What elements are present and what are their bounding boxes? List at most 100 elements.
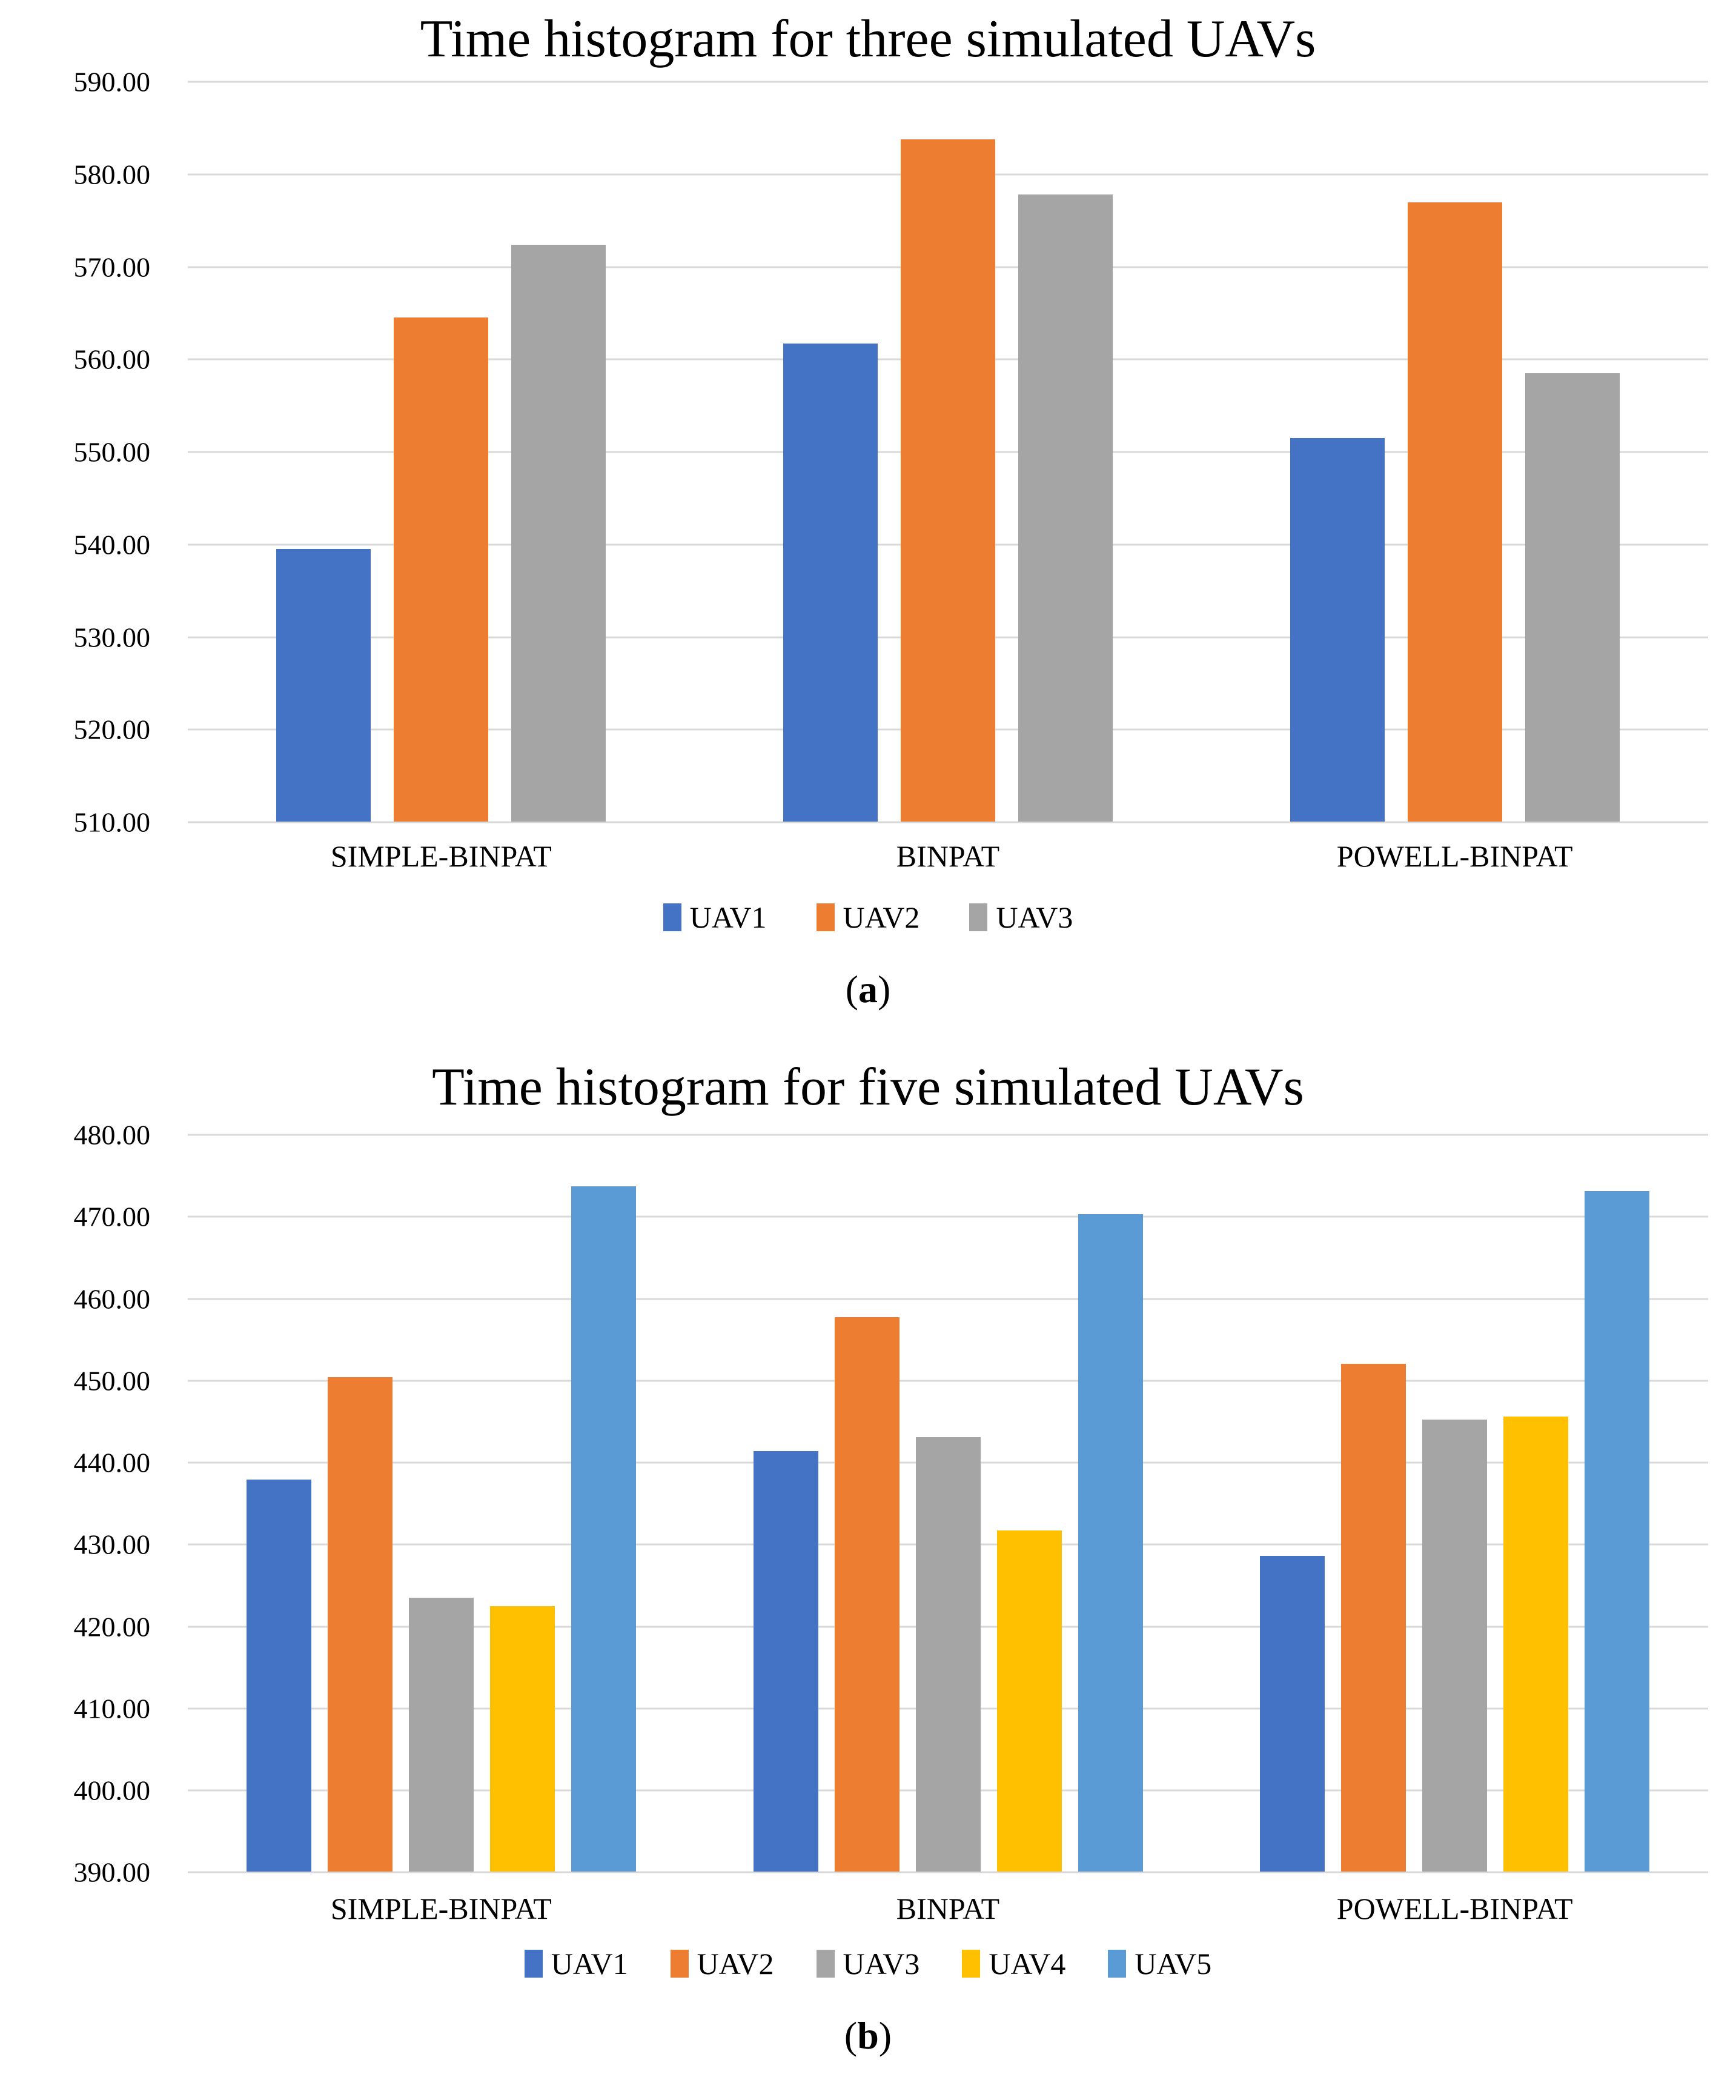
bar-group-binpat [695,82,1202,822]
y-tick-label: 390.00 [73,1856,151,1888]
bar-uav2-simple-binpat [327,1377,393,1872]
bar-group-powell-binpat [1201,1135,1708,1872]
legend-swatch-uav5 [1108,1950,1127,1978]
category-label-simple-binpat: SIMPLE-BINPAT [330,839,552,874]
legend-item-uav5: UAV5 [1108,1946,1211,1981]
legend-label-uav5: UAV5 [1135,1947,1212,1981]
y-tick-label: 430.00 [73,1529,151,1560]
bar-uav1-powell-binpat [1260,1555,1325,1872]
legend-item-uav3: UAV3 [969,900,1073,935]
y-tick-label: 450.00 [73,1365,151,1397]
bar-uav2-simple-binpat [394,317,489,822]
bar-uav4-powell-binpat [1503,1416,1569,1872]
bar-uav3-powell-binpat [1422,1420,1488,1872]
bar-group-simple-binpat [188,1135,695,1872]
y-tick-label: 590.00 [73,66,151,98]
bar-uav3-binpat [1018,194,1113,822]
figure-a-label: (a) [0,966,1736,1013]
chart-b-title: Time histogram for five simulated UAVs [432,1057,1304,1117]
category-label-powell-binpat: POWELL-BINPAT [1336,1892,1573,1926]
legend-swatch-uav3 [969,903,988,932]
figure-a-label-bold: a [858,968,878,1011]
chart-a-title: Time histogram for three simulated UAVs [420,10,1316,68]
category-label-binpat: BINPAT [896,1892,1000,1926]
y-tick-label: 580.00 [73,159,151,190]
bar-uav5-simple-binpat [571,1186,636,1872]
y-tick-label: 550.00 [73,436,151,468]
y-tick-label: 560.00 [73,344,151,375]
legend-item-uav4: UAV4 [962,1946,1065,1981]
legend-swatch-uav2 [816,903,835,932]
legend-item-uav2: UAV2 [816,900,919,935]
bar-uav1-binpat [753,1450,818,1872]
bar-uav3-powell-binpat [1525,373,1620,822]
category-label-binpat: BINPAT [896,839,1000,874]
y-tick-label: 460.00 [73,1283,151,1315]
y-tick-label: 570.00 [73,251,151,283]
legend-swatch-uav4 [962,1950,981,1978]
gridline [188,1380,1708,1382]
bars-layer [188,1135,1708,1872]
y-tick-label: 440.00 [73,1447,151,1478]
y-tick-label: 520.00 [73,714,151,745]
legend-swatch-uav3 [816,1950,835,1978]
y-tick-label: 410.00 [73,1693,151,1724]
y-tick-label: 540.00 [73,529,151,560]
bar-uav5-binpat [1078,1214,1143,1872]
bar-uav5-powell-binpat [1585,1191,1650,1872]
legend-item-uav3: UAV3 [816,1946,920,1981]
figure-label-paren-close: ) [878,2014,892,2058]
legend-label-uav3: UAV3 [996,900,1073,935]
bar-uav1-simple-binpat [246,1480,311,1872]
legend-label-uav3: UAV3 [843,1947,920,1981]
legend-item-uav1: UAV1 [524,1946,628,1981]
legend-label-uav4: UAV4 [989,1947,1066,1981]
y-tick-label: 470.00 [73,1201,151,1232]
category-label-simple-binpat: SIMPLE-BINPAT [330,1892,552,1926]
legend-label-uav1: UAV1 [689,900,767,935]
figure-b-label-bold: b [857,2014,879,2058]
legend-item-uav1: UAV1 [663,900,767,935]
gridline [188,821,1708,823]
y-tick-label: 530.00 [73,622,151,653]
bar-uav2-powell-binpat [1341,1364,1406,1872]
figure-b: Time histogram for five simulated UAVs 4… [0,1013,1736,2059]
figure-b-label-text: ( [844,2014,858,2058]
gridline [188,1298,1708,1300]
bar-uav3-binpat [915,1437,981,1872]
legend: UAV1 UAV2 UAV3 [0,900,1736,935]
y-tick-label: 480.00 [73,1119,151,1151]
bar-uav2-powell-binpat [1407,202,1502,822]
gridline [188,1134,1708,1136]
bar-group-binpat [695,1135,1202,1872]
plot-area: 590.00 580.00 570.00 560.00 550.00 540.00 530.… [74,67,1708,838]
bar-uav2-binpat [834,1317,899,1872]
bar-uav4-simple-binpat [489,1606,555,1872]
bar-uav3-simple-binpat [511,244,606,822]
category-label-powell-binpat: POWELL-BINPAT [1336,839,1573,874]
legend-item-uav2: UAV2 [670,1946,774,1981]
figure-label-paren-close: ) [878,968,891,1011]
legend-label-uav2: UAV2 [697,1947,774,1981]
gridline [188,1215,1708,1218]
x-axis-categories: SIMPLE-BINPAT BINPAT POWELL-BINPAT [188,1890,1708,1927]
legend-label-uav1: UAV1 [551,1947,628,1981]
bar-uav1-binpat [783,344,878,822]
x-axis-categories: SIMPLE-BINPAT BINPAT POWELL-BINPAT [188,838,1708,874]
bar-group-powell-binpat [1201,82,1708,822]
legend-swatch-uav2 [670,1950,689,1978]
bar-uav3-simple-binpat [408,1597,474,1872]
legend-swatch-uav1 [663,903,681,932]
y-tick-label: 420.00 [73,1611,151,1642]
figure-b-label: (b) [0,2013,1736,2059]
plot-area: 480.00 470.00 460.00 450.00 440.00 430.00 420.… [74,1120,1708,1888]
y-tick-label: 510.00 [73,806,151,838]
legend: UAV1 UAV2 UAV3 UAV4 UAV5 [0,1946,1736,1981]
y-tick-label: 400.00 [73,1775,151,1806]
bar-uav1-simple-binpat [276,548,371,822]
bar-uav1-powell-binpat [1290,437,1385,822]
figure-a-label-text: ( [845,968,858,1011]
gridline [188,1871,1708,1873]
bar-uav4-binpat [996,1530,1062,1872]
gridline [188,81,1708,83]
